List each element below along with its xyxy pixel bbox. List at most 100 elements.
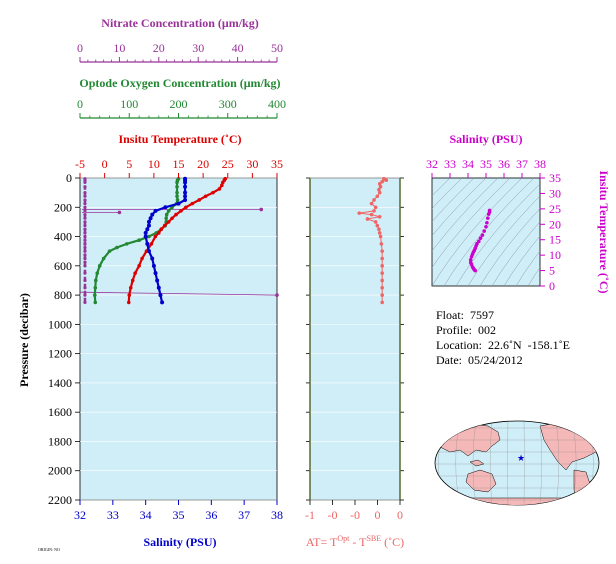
anomaly-point — [379, 242, 384, 246]
temperature-point — [128, 285, 133, 290]
salinity-point — [160, 300, 165, 305]
density-contour — [491, 221, 540, 286]
anomaly-point — [378, 184, 383, 189]
oxygen-tick-label: 400 — [268, 97, 286, 111]
pressure-tick-label: 2000 — [48, 464, 72, 478]
float-id-label: Float: 7597 — [436, 308, 495, 322]
salinity-tick-label: 34 — [140, 508, 152, 522]
temperature-tick-label: 0 — [102, 157, 108, 171]
nitrate-point — [83, 202, 87, 206]
temperature-point — [203, 194, 208, 199]
oxygen-point — [93, 300, 98, 305]
location-map: ★ — [434, 420, 600, 506]
nitrate-point — [83, 234, 87, 239]
nitrate-point — [83, 300, 87, 305]
salinity-point — [183, 197, 188, 202]
ts-temperature-axis-title: Insitu Temperature (˚C) — [597, 170, 611, 293]
nitrate-tick-label: 0 — [77, 41, 83, 55]
pressure-tick-label: 1800 — [48, 434, 72, 448]
pressure-tick-label: 0 — [66, 171, 72, 185]
nitrate-point — [83, 249, 87, 253]
map-graticule — [507, 421, 509, 505]
anomaly-point — [377, 231, 382, 235]
salinity-point — [145, 227, 150, 232]
temperature-point — [126, 300, 131, 305]
ts-point — [480, 233, 485, 237]
nitrate-point — [83, 231, 87, 235]
ts-point — [485, 220, 489, 225]
pressure-tick-label: 600 — [54, 259, 72, 273]
pressure-tick-label: 2200 — [48, 493, 72, 507]
nitrate-point — [83, 194, 87, 198]
nitrate-point — [83, 238, 87, 242]
anomaly-tick-label: 0 — [375, 508, 381, 522]
anomaly-point — [372, 209, 376, 213]
oxygen-point — [164, 212, 169, 217]
oxygen-point — [175, 194, 179, 199]
temperature-tick-label: 15 — [173, 157, 185, 171]
oxygen-point — [93, 285, 98, 290]
anomaly-point — [375, 223, 380, 228]
anomaly-point — [377, 227, 381, 232]
date-label: Date: 05/24/2012 — [436, 353, 523, 367]
oxygen-point — [175, 180, 179, 185]
oxygen-tick-label: 200 — [170, 97, 188, 111]
oxygen-point — [175, 190, 179, 195]
temperature-point — [162, 223, 167, 228]
temperature-point — [127, 293, 132, 297]
anomaly-tick-label: -0 — [328, 508, 338, 522]
anomaly-point — [373, 220, 378, 224]
ts-temperature-tick-label: 30 — [549, 186, 561, 200]
ts-salinity-axis-title: Salinity (PSU) — [449, 132, 522, 146]
density-contour — [432, 178, 487, 237]
location-label: Location: 22.6˚N -158.1˚E — [436, 338, 570, 352]
anomaly-tick-label: -1 — [305, 508, 315, 522]
nitrate-tick-label: 40 — [232, 41, 244, 55]
anomaly-point — [357, 211, 362, 215]
anomaly-tick-label: 0 — [397, 508, 403, 522]
nitrate-point — [83, 271, 87, 275]
density-contour — [467, 195, 540, 286]
ts-temperature-tick-label: 0 — [549, 279, 555, 293]
nitrate-point — [83, 245, 87, 250]
nitrate-point — [83, 220, 87, 224]
density-contour — [432, 178, 475, 223]
salinity-point — [183, 194, 188, 199]
nitrate-point — [83, 205, 87, 209]
temperature-point — [220, 183, 224, 188]
salinity-point — [150, 212, 155, 217]
density-contour — [432, 178, 463, 209]
oxygen-axis-title: Optode Oxygen Concentration (μm/kg) — [79, 76, 280, 90]
anomaly-point — [384, 178, 389, 182]
temperature-tick-label: 25 — [222, 157, 234, 171]
salinity-tick-label: 36 — [205, 508, 217, 522]
salinity-point — [146, 249, 151, 254]
nitrate-point — [83, 223, 87, 228]
ts-salinity-tick-label: 32 — [426, 157, 438, 171]
ts-temperature-tick-label: 20 — [549, 217, 561, 231]
oxygen-point — [115, 245, 119, 250]
temperature-point — [157, 231, 161, 235]
density-contour — [527, 267, 540, 286]
nitrate-tick-label: 20 — [153, 41, 165, 55]
nitrate-point — [83, 278, 87, 283]
anomaly-tick-label: -0 — [350, 508, 360, 522]
nitrate-point — [83, 216, 87, 220]
oxygen-tick-label: 300 — [219, 97, 237, 111]
salinity-point — [145, 241, 150, 246]
anomaly-point — [377, 182, 382, 186]
nitrate-point — [83, 212, 87, 217]
profile-number-label: Profile: 002 — [436, 323, 496, 337]
anomaly-point — [377, 187, 381, 192]
density-contour — [432, 178, 511, 268]
temperature-point — [190, 201, 195, 206]
salinity-point — [155, 278, 160, 283]
ts-point — [478, 236, 483, 240]
temperature-point — [217, 187, 222, 191]
density-contour — [432, 178, 451, 197]
ts-temperature-tick-label: 10 — [549, 248, 561, 262]
oxygen-point — [175, 184, 179, 189]
ts-point — [482, 229, 487, 233]
pressure-tick-label: 1000 — [48, 317, 72, 331]
